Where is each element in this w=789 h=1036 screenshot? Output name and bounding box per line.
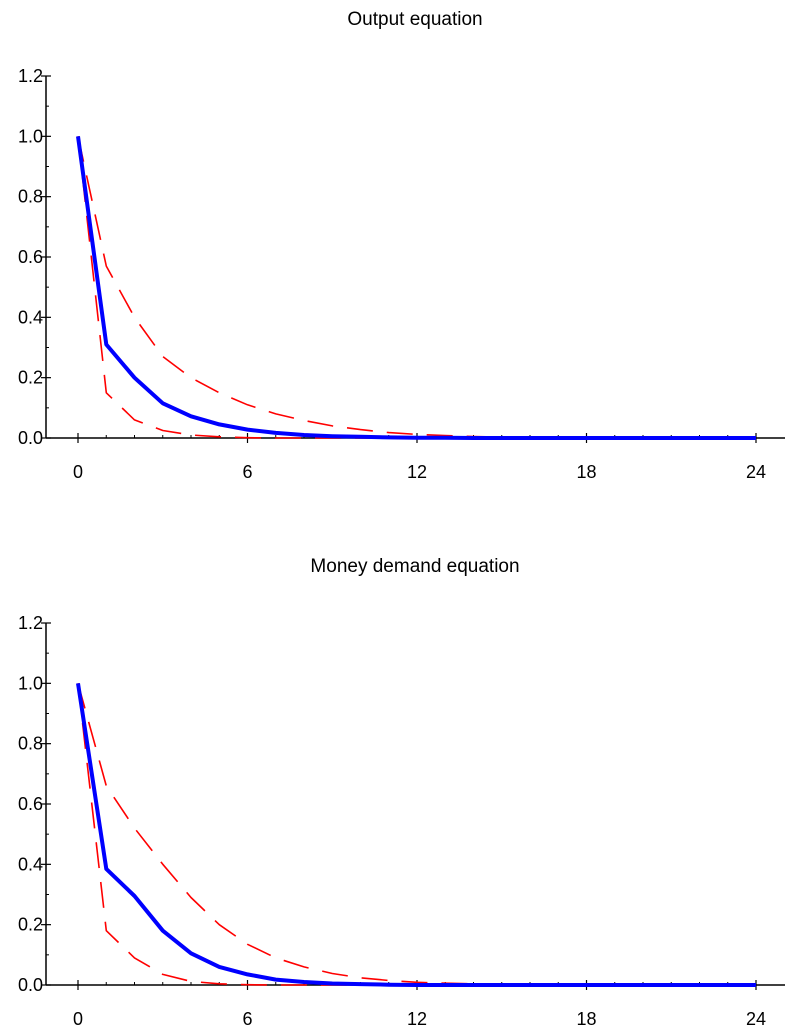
x-tick-label: 0: [73, 1009, 83, 1029]
series-line-response: [76, 682, 756, 987]
y-tick-label: 0.6: [18, 247, 43, 267]
x-tick-label: 6: [242, 1009, 252, 1029]
x-tick-label: 18: [576, 462, 596, 482]
x-tick-label: 12: [407, 462, 427, 482]
y-tick-label: 0.2: [18, 915, 43, 935]
x-tick-label: 24: [746, 1009, 766, 1029]
series-line-lower-band: [77, 683, 756, 986]
y-tick-label: 0.4: [18, 307, 43, 327]
panel-money-demand-equation: Money demand equation 0.0 0.2 0.4 0.6 0.8 1.0…: [18, 556, 785, 1029]
y-tick-label: 1.2: [18, 66, 43, 86]
series-line-upper-band: [77, 136, 756, 439]
y-tick-label: 0.0: [18, 975, 43, 995]
y-tick-label: 0.4: [18, 854, 43, 874]
panel-output-equation: Output equation 0.0 0.2 0.4 0.6 0.8 1.0 1.2 0 6 1…: [18, 9, 785, 482]
series-line-upper-band: [77, 683, 756, 986]
x-tick-label: 6: [242, 462, 252, 482]
series-line-lower-band: [77, 136, 756, 439]
y-tick-label: 0.8: [18, 187, 43, 207]
y-tick-label: 0.6: [18, 794, 43, 814]
y-tick-label: 0.8: [18, 734, 43, 754]
y-tick-label: 1.0: [18, 126, 43, 146]
x-tick-label: 24: [746, 462, 766, 482]
x-tick-label: 18: [576, 1009, 596, 1029]
series-line-response: [76, 136, 756, 440]
x-tick-label: 0: [73, 462, 83, 482]
y-tick-label: 1.2: [18, 613, 43, 633]
x-tick-label: 12: [407, 1009, 427, 1029]
y-tick-label: 0.0: [18, 428, 43, 448]
chart-title: Output equation: [347, 9, 482, 30]
y-tick-label: 0.2: [18, 368, 43, 388]
chart-title: Money demand equation: [310, 556, 519, 577]
y-tick-label: 1.0: [18, 673, 43, 693]
